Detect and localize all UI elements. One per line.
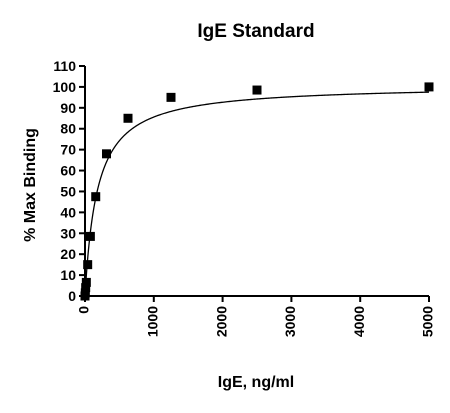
data-point <box>91 192 101 202</box>
chart-title: IgE Standard <box>197 21 314 42</box>
x-tick-label: 5000 <box>420 306 436 337</box>
data-point <box>424 82 434 92</box>
y-tick-label: 60 <box>60 163 76 179</box>
data-point <box>252 85 262 95</box>
data-point <box>123 113 133 123</box>
x-axis-label: IgE, ng/ml <box>218 374 294 391</box>
data-point <box>85 231 95 241</box>
y-tick-label: 100 <box>53 79 77 95</box>
y-tick-label: 90 <box>60 100 76 116</box>
y-tick-label: 0 <box>68 288 76 304</box>
x-tick-label: 3000 <box>282 306 298 337</box>
x-tick-label: 1000 <box>145 306 161 337</box>
y-axis-label: % Max Binding <box>22 128 39 242</box>
data-point <box>166 92 176 102</box>
y-tick-label: 20 <box>60 246 76 262</box>
y-tick-label: 40 <box>60 204 76 220</box>
y-tick-label: 50 <box>60 183 76 199</box>
y-tick-label: 10 <box>60 267 76 283</box>
fit-curve <box>84 91 430 297</box>
data-point <box>80 288 90 298</box>
y-tick-label: 110 <box>53 58 76 74</box>
y-tick-label: 30 <box>60 225 76 241</box>
y-tick-label: 70 <box>60 142 76 158</box>
x-tick-label: 0 <box>76 306 92 314</box>
data-point <box>81 277 91 287</box>
data-point <box>83 260 93 270</box>
y-tick-label: 80 <box>60 121 76 137</box>
x-tick-label: 4000 <box>351 306 367 337</box>
data-point <box>81 283 91 293</box>
plot-area: 0 10 20 30 40 50 60 70 80 90 100 110 0 1000 2000 3000 40… <box>53 58 436 337</box>
x-tick-label: 2000 <box>213 306 229 337</box>
data-point <box>102 149 111 159</box>
